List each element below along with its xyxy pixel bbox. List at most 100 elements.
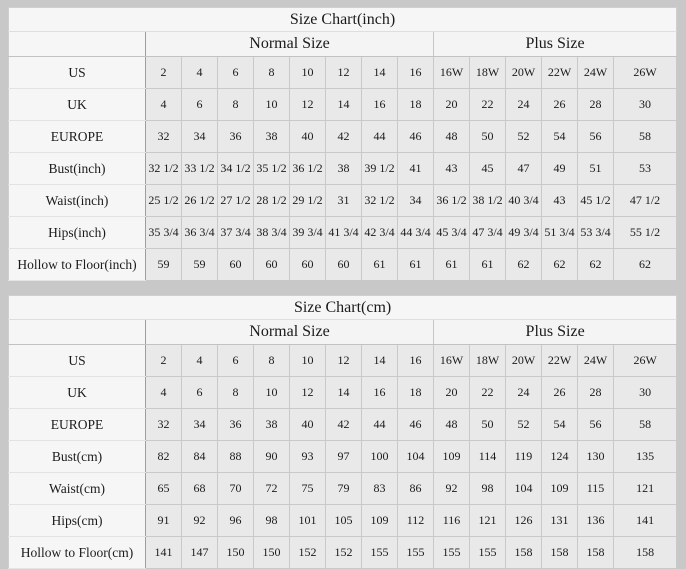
- table-cell: 47 3/4: [469, 216, 506, 249]
- table-row: Hips(cm) 91 92 96 98 101 105 109 112 116 121 126 131…: [8, 504, 678, 537]
- table-cell: 124: [541, 440, 578, 473]
- table-cell: 18: [397, 376, 434, 409]
- table-row: Bust(cm) 82 84 88 90 93 97 100 104 109 114 119 124 13…: [8, 440, 678, 473]
- table-cell: 26W: [612, 56, 678, 89]
- table-cell: 158: [612, 536, 678, 569]
- table-cell: 68: [181, 472, 218, 505]
- table-cell: 16: [397, 56, 434, 89]
- table-cell: 38: [253, 120, 290, 153]
- row-label: UK: [8, 376, 146, 409]
- table-cell: 41 3/4: [325, 216, 362, 249]
- table-cell: 52: [505, 120, 542, 153]
- table-cell: 45 3/4: [433, 216, 470, 249]
- table-cell: 62: [577, 248, 614, 281]
- table-cell: 12: [289, 376, 326, 409]
- table-cell: 4: [181, 56, 218, 89]
- table-cell: 12: [325, 344, 362, 377]
- size-chart-cm-table: Size Chart(cm) Normal Size Plus Size US 2 4 6 8…: [8, 295, 678, 569]
- table-cell: 6: [181, 88, 218, 121]
- table-cell: 112: [397, 504, 434, 537]
- table-cell: 14: [325, 376, 362, 409]
- corner-cell: [8, 319, 146, 345]
- table-cell: 32: [145, 408, 182, 441]
- table-cell: 121: [469, 504, 506, 537]
- table-cell: 4: [145, 88, 182, 121]
- table-cell: 41: [397, 152, 434, 185]
- table-cell: 61: [361, 248, 398, 281]
- row-label: Bust(inch): [8, 152, 146, 185]
- table-cell: 14: [325, 88, 362, 121]
- table-cell: 50: [469, 120, 506, 153]
- table-cell: 20: [433, 88, 470, 121]
- table-cell: 22: [469, 376, 506, 409]
- table-cell: 28: [577, 88, 614, 121]
- table-cell: 40 3/4: [505, 184, 542, 217]
- table-row: US 2 4 6 8 10 12 14 16 16W 18W 20W 22W 24W 26W: [8, 56, 678, 89]
- table-cell: 38: [325, 152, 362, 185]
- table-cell: 32 1/2: [145, 152, 182, 185]
- table-cell: 150: [253, 536, 290, 569]
- row-label: EUROPE: [8, 120, 146, 153]
- table-cell: 147: [181, 536, 218, 569]
- table-row: EUROPE 32 34 36 38 40 42 44 46 48 50 52 54 56 58: [8, 408, 678, 441]
- row-label: US: [8, 344, 146, 377]
- table-cell: 2: [145, 344, 182, 377]
- table-cell: 86: [397, 472, 434, 505]
- table-cell: 152: [325, 536, 362, 569]
- table-cell: 4: [181, 344, 218, 377]
- table-cell: 92: [433, 472, 470, 505]
- table-cell: 31: [325, 184, 362, 217]
- table-cell: 47 1/2: [612, 184, 678, 217]
- table-title-row: Size Chart(cm): [8, 295, 677, 320]
- table-cell: 35 1/2: [253, 152, 290, 185]
- table-cell: 61: [397, 248, 434, 281]
- table-row: Waist(cm) 65 68 70 72 75 79 83 86 92 98 104 109 115 12…: [8, 472, 678, 505]
- table-cell: 24: [505, 88, 542, 121]
- table-cell: 44 3/4: [397, 216, 434, 249]
- table-cell: 36 3/4: [181, 216, 218, 249]
- table-cell: 43: [541, 184, 578, 217]
- normal-size-header: Normal Size: [145, 31, 434, 57]
- table-cell: 6: [217, 56, 254, 89]
- table-cell: 109: [541, 472, 578, 505]
- table-cell: 42 3/4: [361, 216, 398, 249]
- row-label: Bust(cm): [8, 440, 146, 473]
- table-cell: 24W: [577, 344, 614, 377]
- table-cell: 45 1/2: [577, 184, 614, 217]
- table-cell: 20: [433, 376, 470, 409]
- table-cell: 8: [217, 376, 254, 409]
- table-cell: 135: [612, 440, 678, 473]
- table-cell: 75: [289, 472, 326, 505]
- table-cell: 39 3/4: [289, 216, 326, 249]
- table-cell: 29 1/2: [289, 184, 326, 217]
- table-cell: 18W: [469, 56, 506, 89]
- table-cell: 18: [397, 88, 434, 121]
- table-cell: 155: [397, 536, 434, 569]
- table-cell: 72: [253, 472, 290, 505]
- table-cell: 26: [541, 88, 578, 121]
- table-cell: 88: [217, 440, 254, 473]
- table-cell: 51 3/4: [541, 216, 578, 249]
- table-cell: 35 3/4: [145, 216, 182, 249]
- table-cell: 158: [505, 536, 542, 569]
- table-cell: 100: [361, 440, 398, 473]
- table-row: Hollow to Floor(inch) 59 59 60 60 60 60 61 61 61 6…: [8, 248, 678, 281]
- table-cell: 32 1/2: [361, 184, 398, 217]
- table-title: Size Chart(inch): [8, 7, 677, 32]
- table-cell: 62: [541, 248, 578, 281]
- row-label: US: [8, 56, 146, 89]
- table-cell: 38: [253, 408, 290, 441]
- table-cell: 101: [289, 504, 326, 537]
- table-cell: 46: [397, 120, 434, 153]
- table-cell: 59: [181, 248, 218, 281]
- table-cell: 61: [433, 248, 470, 281]
- table-cell: 44: [361, 408, 398, 441]
- table-cell: 109: [433, 440, 470, 473]
- table-cell: 96: [217, 504, 254, 537]
- table-cell: 104: [397, 440, 434, 473]
- table-cell: 130: [577, 440, 614, 473]
- table-cell: 10: [289, 56, 326, 89]
- corner-cell: [8, 31, 146, 57]
- table-row: US 2 4 6 8 10 12 14 16 16W 18W 20W 22W 24W 26W: [8, 344, 678, 377]
- table-cell: 30: [612, 88, 678, 121]
